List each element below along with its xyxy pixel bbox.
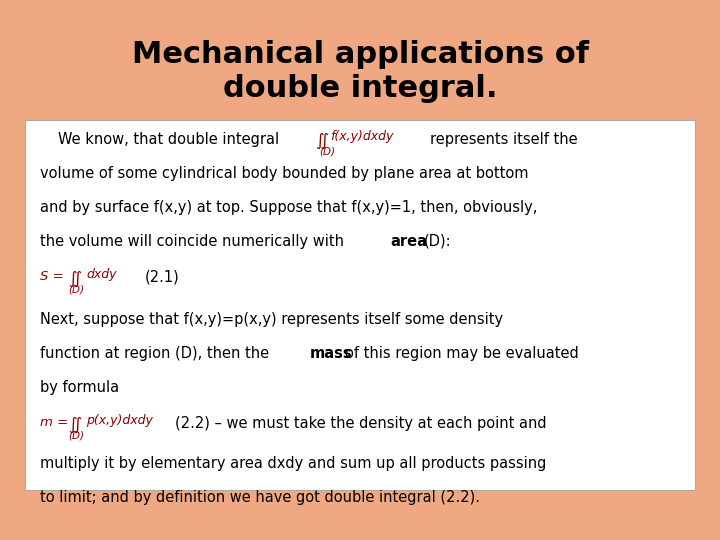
Text: volume of some cylindrical body bounded by plane area at bottom: volume of some cylindrical body bounded …: [40, 166, 528, 181]
Text: (D): (D): [319, 146, 335, 156]
Text: area: area: [390, 234, 427, 249]
Text: mass: mass: [310, 346, 353, 361]
Text: of this region may be evaluated: of this region may be evaluated: [345, 346, 579, 361]
Text: (2.2) – we must take the density at each point and: (2.2) – we must take the density at each…: [175, 416, 546, 431]
Text: f(x,y)dxdy: f(x,y)dxdy: [330, 130, 393, 143]
Text: dxdy: dxdy: [86, 268, 117, 281]
Text: We know, that double integral: We know, that double integral: [58, 132, 279, 147]
Text: S =: S =: [40, 270, 64, 283]
Text: represents itself the: represents itself the: [430, 132, 577, 147]
Text: to limit; and by definition we have got double integral (2.2).: to limit; and by definition we have got …: [40, 490, 480, 505]
Text: ∬: ∬: [68, 416, 81, 434]
FancyBboxPatch shape: [25, 120, 695, 490]
Text: p(x,y)dxdy: p(x,y)dxdy: [86, 414, 153, 427]
Text: the volume will coincide numerically with: the volume will coincide numerically wit…: [40, 234, 344, 249]
Text: double integral.: double integral.: [222, 74, 498, 103]
Text: Next, suppose that f(x,y)=p(x,y) represents itself some density: Next, suppose that f(x,y)=p(x,y) represe…: [40, 312, 503, 327]
Text: by formula: by formula: [40, 380, 119, 395]
Text: multiply it by elementary area dxdy and sum up all products passing: multiply it by elementary area dxdy and …: [40, 456, 546, 471]
Text: Mechanical applications of: Mechanical applications of: [132, 40, 588, 69]
Text: ∬: ∬: [68, 270, 81, 288]
Text: (2.1): (2.1): [145, 270, 180, 285]
Text: and by surface f(x,y) at top. Suppose that f(x,y)=1, then, obviously,: and by surface f(x,y) at top. Suppose th…: [40, 200, 537, 215]
Text: (D): (D): [68, 284, 84, 294]
Text: function at region (D), then the: function at region (D), then the: [40, 346, 269, 361]
Text: m =: m =: [40, 416, 68, 429]
Text: (D):: (D):: [424, 234, 451, 249]
Text: ∬: ∬: [315, 132, 328, 150]
Text: (D): (D): [68, 430, 84, 440]
